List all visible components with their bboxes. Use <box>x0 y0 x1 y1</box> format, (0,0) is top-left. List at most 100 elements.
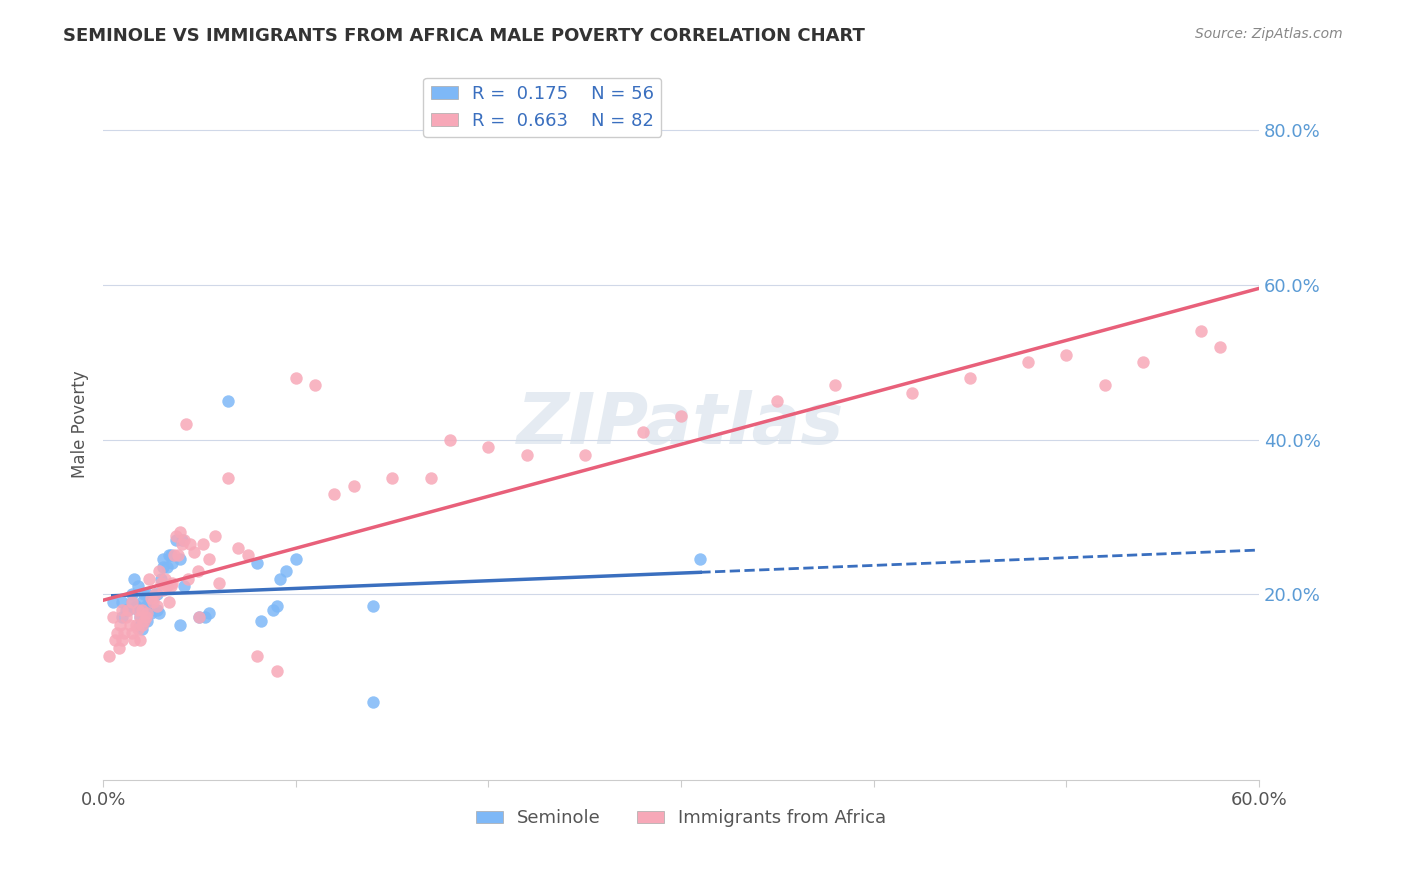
Point <box>146 602 169 616</box>
Point <box>132 614 155 628</box>
Point <box>157 549 180 563</box>
Point <box>104 633 127 648</box>
Point <box>120 618 142 632</box>
Point <box>138 572 160 586</box>
Point <box>142 591 165 605</box>
Point <box>208 575 231 590</box>
Point <box>131 602 153 616</box>
Point <box>142 595 165 609</box>
Point <box>419 471 441 485</box>
Point <box>323 486 346 500</box>
Point <box>172 537 194 551</box>
Point <box>121 595 143 609</box>
Point <box>236 549 259 563</box>
Point <box>198 552 221 566</box>
Point <box>162 556 184 570</box>
Point <box>439 433 461 447</box>
Point <box>169 618 191 632</box>
Point <box>117 602 139 616</box>
Point <box>266 599 288 613</box>
Point <box>574 448 596 462</box>
Point <box>125 618 148 632</box>
Point <box>115 610 138 624</box>
Text: SEMINOLE VS IMMIGRANTS FROM AFRICA MALE POVERTY CORRELATION CHART: SEMINOLE VS IMMIGRANTS FROM AFRICA MALE … <box>63 27 865 45</box>
Point <box>125 599 148 613</box>
Point <box>121 587 143 601</box>
Point <box>172 533 194 547</box>
Point <box>117 602 139 616</box>
Point <box>121 595 143 609</box>
Point <box>101 610 124 624</box>
Point <box>159 579 181 593</box>
Point <box>107 641 129 656</box>
Point <box>250 614 273 628</box>
Point <box>134 610 156 624</box>
Point <box>141 602 163 616</box>
Point <box>204 529 226 543</box>
Point <box>131 622 153 636</box>
Point <box>1094 378 1116 392</box>
Point <box>1132 355 1154 369</box>
Point <box>127 579 149 593</box>
Point <box>156 579 179 593</box>
Point <box>141 591 163 605</box>
Point <box>128 610 150 624</box>
Point <box>516 448 538 462</box>
Point <box>152 583 174 598</box>
Point <box>183 544 205 558</box>
Point <box>477 440 499 454</box>
Point <box>304 378 326 392</box>
Point <box>136 607 159 621</box>
Point <box>112 625 135 640</box>
Point <box>146 599 169 613</box>
Point <box>111 633 134 648</box>
Point <box>179 537 201 551</box>
Point <box>1189 324 1212 338</box>
Point <box>193 537 215 551</box>
Point <box>136 587 159 601</box>
Point <box>134 599 156 613</box>
Point <box>217 471 239 485</box>
Point <box>173 579 195 593</box>
Text: Source: ZipAtlas.com: Source: ZipAtlas.com <box>1195 27 1343 41</box>
Legend: Seminole, Immigrants from Africa: Seminole, Immigrants from Africa <box>468 802 894 835</box>
Point <box>128 610 150 624</box>
Point <box>132 614 155 628</box>
Point <box>361 695 384 709</box>
Point <box>153 572 176 586</box>
Point <box>138 591 160 605</box>
Point <box>143 587 166 601</box>
Point <box>194 610 217 624</box>
Point <box>97 648 120 663</box>
Point <box>226 541 249 555</box>
Point <box>101 595 124 609</box>
Point <box>163 549 186 563</box>
Point <box>1209 340 1232 354</box>
Point <box>136 614 159 628</box>
Point <box>105 625 128 640</box>
Point <box>173 533 195 547</box>
Point <box>342 479 364 493</box>
Point <box>148 607 170 621</box>
Point <box>149 572 172 586</box>
Point <box>167 549 190 563</box>
Point <box>157 595 180 609</box>
Point <box>162 575 184 590</box>
Point <box>131 595 153 609</box>
Point <box>766 393 789 408</box>
Point <box>689 552 711 566</box>
Point <box>128 618 150 632</box>
Point <box>127 622 149 636</box>
Point <box>631 425 654 439</box>
Point <box>134 602 156 616</box>
Point <box>186 564 208 578</box>
Point <box>111 602 134 616</box>
Point <box>115 602 138 616</box>
Point <box>128 633 150 648</box>
Point <box>169 552 191 566</box>
Point <box>131 618 153 632</box>
Point <box>284 370 307 384</box>
Point <box>152 560 174 574</box>
Text: ZIPatlas: ZIPatlas <box>517 390 845 458</box>
Point <box>141 607 163 621</box>
